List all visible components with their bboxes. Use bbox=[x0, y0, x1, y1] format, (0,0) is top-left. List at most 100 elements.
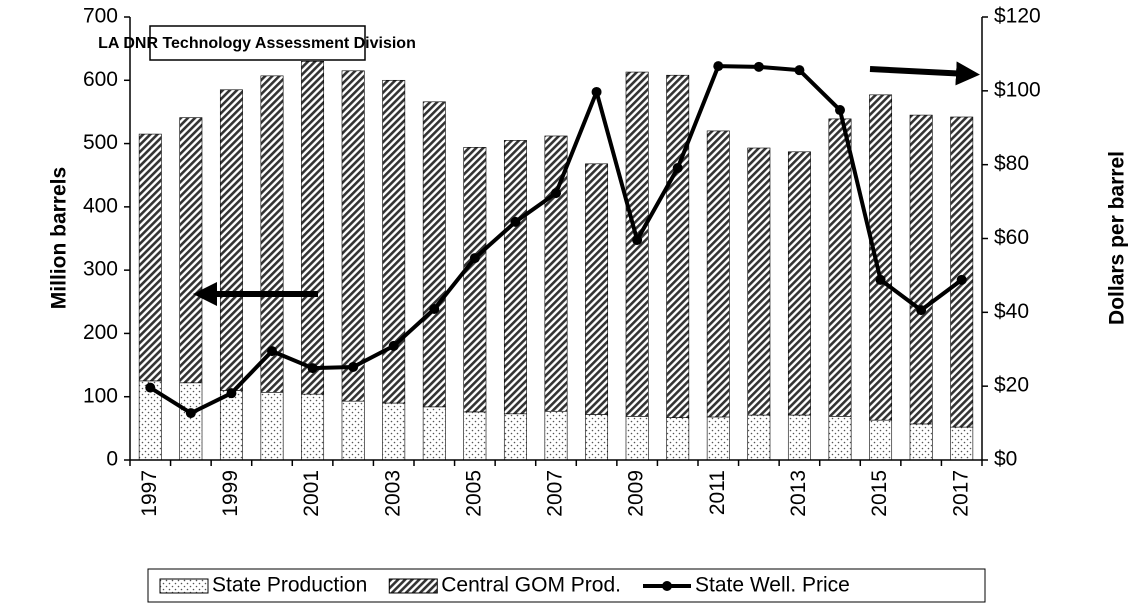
bar bbox=[382, 402, 406, 461]
bar bbox=[260, 391, 284, 461]
bar bbox=[787, 414, 811, 461]
x-tick-label: 1999 bbox=[219, 470, 242, 517]
bar bbox=[706, 416, 730, 461]
point bbox=[388, 340, 399, 351]
x-tick-label: 2001 bbox=[300, 470, 323, 517]
bar bbox=[463, 411, 487, 461]
bar bbox=[869, 419, 893, 461]
y-tick-label: 400 bbox=[83, 194, 118, 217]
y2-tick-label: $40 bbox=[994, 300, 1029, 323]
bar bbox=[179, 382, 203, 461]
x-tick-label: 2005 bbox=[462, 470, 485, 517]
point bbox=[672, 162, 683, 173]
legend-swatch bbox=[388, 578, 438, 594]
bar bbox=[909, 114, 933, 425]
bar bbox=[503, 413, 527, 461]
bar bbox=[950, 116, 974, 428]
point bbox=[916, 305, 927, 316]
x-tick-label: 2015 bbox=[868, 470, 891, 517]
y2-axis-title: Dollars per barrel bbox=[1106, 151, 1129, 325]
point bbox=[591, 86, 602, 97]
point bbox=[956, 274, 967, 285]
bar bbox=[341, 70, 365, 402]
legend-label: Central GOM Prod. bbox=[441, 574, 621, 597]
point bbox=[429, 304, 440, 315]
bar bbox=[179, 117, 203, 384]
y-tick-label: 600 bbox=[83, 68, 118, 91]
bar bbox=[585, 414, 609, 461]
point bbox=[469, 253, 480, 264]
bar bbox=[869, 94, 893, 421]
y-tick-label: 500 bbox=[83, 131, 118, 154]
point bbox=[551, 188, 561, 199]
x-tick-label: 2009 bbox=[625, 470, 648, 517]
y2-tick-label: $80 bbox=[994, 152, 1029, 175]
bar bbox=[544, 135, 568, 412]
annotation-box bbox=[149, 25, 366, 61]
bar bbox=[503, 140, 527, 415]
point bbox=[753, 61, 764, 72]
bar bbox=[260, 75, 284, 393]
point bbox=[835, 105, 845, 116]
bar bbox=[747, 147, 771, 416]
bar bbox=[706, 130, 730, 418]
bar bbox=[422, 406, 446, 461]
point bbox=[307, 363, 318, 374]
point bbox=[510, 216, 521, 227]
bar bbox=[463, 147, 487, 413]
bar bbox=[828, 118, 852, 417]
point bbox=[632, 234, 643, 245]
legend-label: State Production bbox=[212, 574, 367, 597]
bar bbox=[544, 410, 568, 461]
point bbox=[267, 346, 277, 357]
y2-tick-label: $20 bbox=[994, 374, 1029, 397]
y-tick-label: 100 bbox=[83, 384, 118, 407]
legend-swatch bbox=[159, 578, 209, 594]
y-tick-label: 200 bbox=[83, 321, 118, 344]
point bbox=[794, 65, 805, 76]
bar bbox=[219, 390, 243, 461]
point bbox=[185, 408, 196, 419]
bar bbox=[585, 163, 609, 415]
bar bbox=[301, 60, 325, 395]
bar bbox=[666, 417, 690, 461]
point bbox=[875, 274, 886, 285]
bar bbox=[382, 79, 406, 404]
x-tick-label: 2003 bbox=[381, 470, 404, 517]
y-tick-label: 700 bbox=[83, 5, 118, 28]
bar bbox=[828, 416, 852, 461]
x-tick-label: 2017 bbox=[949, 470, 972, 517]
legend-swatch bbox=[662, 581, 672, 591]
bar bbox=[138, 133, 162, 382]
right-arrow bbox=[869, 61, 980, 86]
bar bbox=[301, 393, 325, 461]
bar bbox=[625, 416, 649, 461]
x-tick-label: 2011 bbox=[706, 470, 729, 515]
y2-tick-label: $60 bbox=[994, 226, 1029, 249]
bar bbox=[666, 74, 690, 418]
bar bbox=[909, 423, 933, 461]
point bbox=[226, 388, 237, 399]
legend bbox=[147, 568, 986, 603]
x-tick-label: 2013 bbox=[787, 470, 810, 517]
bar bbox=[950, 426, 974, 461]
y2-tick-label: $0 bbox=[994, 448, 1017, 471]
bar bbox=[341, 400, 365, 461]
bar bbox=[422, 101, 446, 408]
bar bbox=[787, 151, 811, 416]
bar bbox=[219, 89, 243, 391]
legend-label: State Well. Price bbox=[695, 574, 850, 597]
bar bbox=[747, 414, 771, 461]
y-tick-label: 0 bbox=[106, 448, 118, 471]
y-axis-title: Million barrels bbox=[48, 167, 71, 309]
x-tick-label: 2007 bbox=[544, 470, 567, 517]
point bbox=[145, 382, 156, 393]
y-tick-label: 300 bbox=[83, 258, 118, 281]
y2-tick-label: $100 bbox=[994, 78, 1041, 101]
annotation: LA DNR Technology Assessment Division bbox=[98, 35, 416, 52]
point bbox=[713, 61, 724, 72]
x-tick-label: 1997 bbox=[138, 470, 161, 517]
point bbox=[348, 361, 359, 372]
y2-tick-label: $120 bbox=[994, 5, 1041, 28]
